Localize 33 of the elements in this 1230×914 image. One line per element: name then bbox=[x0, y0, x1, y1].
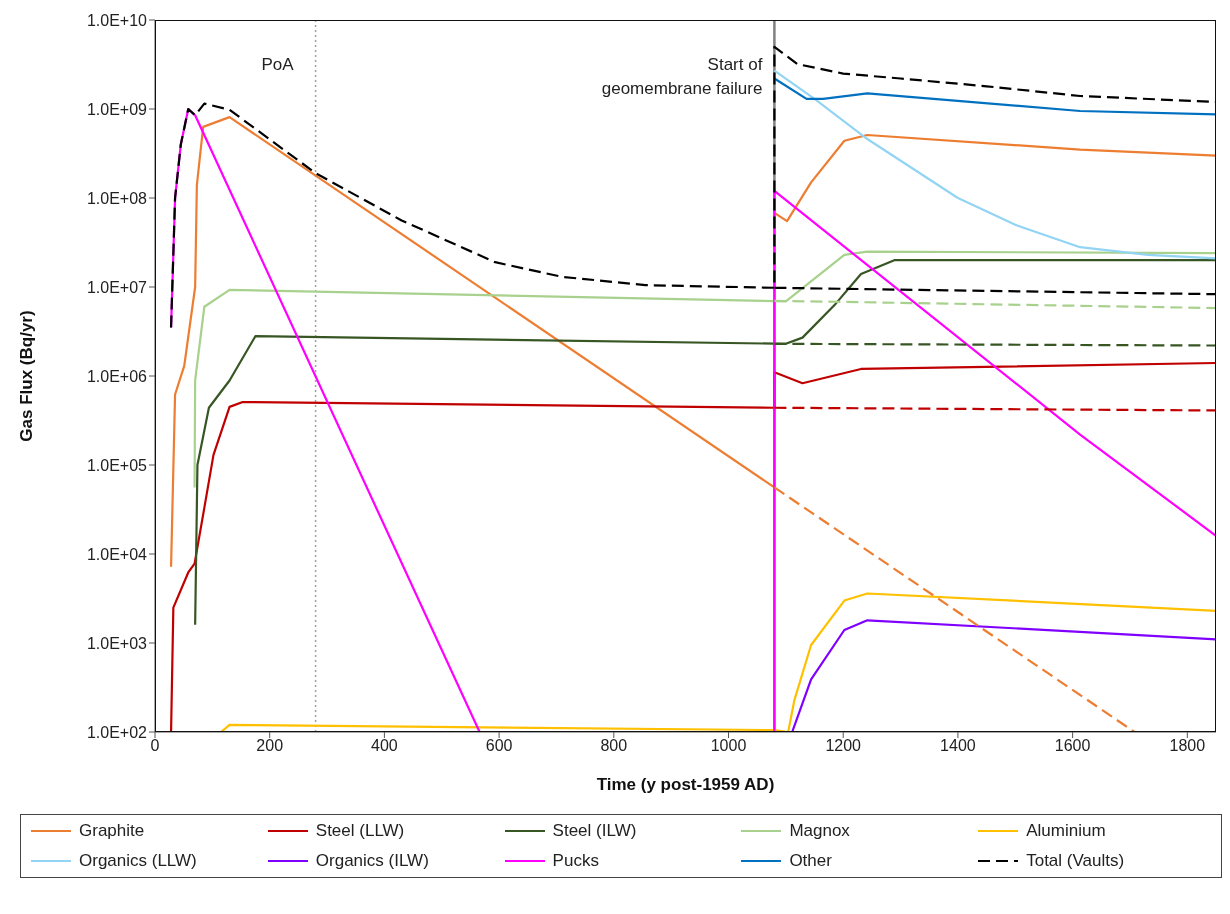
x-tick-label: 1800 bbox=[1169, 737, 1206, 755]
legend-label: Steel (ILW) bbox=[552, 821, 637, 841]
ref-line-label: Start of geomembrane failure bbox=[601, 55, 763, 98]
legend-label: Total (Vaults) bbox=[1026, 851, 1125, 871]
legend-label: Other bbox=[789, 851, 832, 871]
y-axis-title: Gas Flux (Bq/yr) bbox=[17, 310, 37, 442]
x-tick-label: 400 bbox=[371, 737, 398, 755]
y-tick-label: 1.0E+05 bbox=[86, 456, 148, 474]
legend-label: Magnox bbox=[789, 821, 850, 841]
x-tick-label: 800 bbox=[600, 737, 628, 755]
legend-label: Aluminium bbox=[1026, 821, 1106, 841]
y-tick-label: 1.0E+07 bbox=[86, 278, 148, 296]
y-tick-label: 1.0E+04 bbox=[86, 545, 148, 563]
x-axis-title: Time (y post-1959 AD) bbox=[596, 775, 775, 794]
legend-label: Graphite bbox=[79, 821, 145, 841]
y-tick-label: 1.0E+10 bbox=[86, 11, 148, 29]
x-tick-label: 1400 bbox=[940, 737, 976, 755]
legend-label: Steel (LLW) bbox=[315, 821, 405, 841]
y-tick-label: 1.0E+09 bbox=[86, 100, 148, 118]
ref-line-label: PoA bbox=[261, 55, 295, 74]
legend-label: Organics (ILW) bbox=[315, 851, 429, 871]
y-tick-label: 1.0E+03 bbox=[86, 634, 148, 652]
x-tick-label: 1200 bbox=[825, 737, 862, 755]
legend-label: Organics (LLW) bbox=[79, 851, 197, 871]
x-tick-label: 200 bbox=[256, 737, 284, 755]
x-tick-label: 600 bbox=[485, 737, 513, 755]
x-tick-label: 1000 bbox=[710, 737, 747, 755]
x-tick-label: 0 bbox=[150, 737, 160, 755]
x-tick-label: 1600 bbox=[1054, 737, 1091, 755]
y-tick-label: 1.0E+06 bbox=[86, 367, 148, 385]
legend-label: Pucks bbox=[552, 851, 599, 871]
y-tick-label: 1.0E+02 bbox=[86, 723, 148, 741]
y-tick-label: 1.0E+08 bbox=[86, 189, 148, 207]
